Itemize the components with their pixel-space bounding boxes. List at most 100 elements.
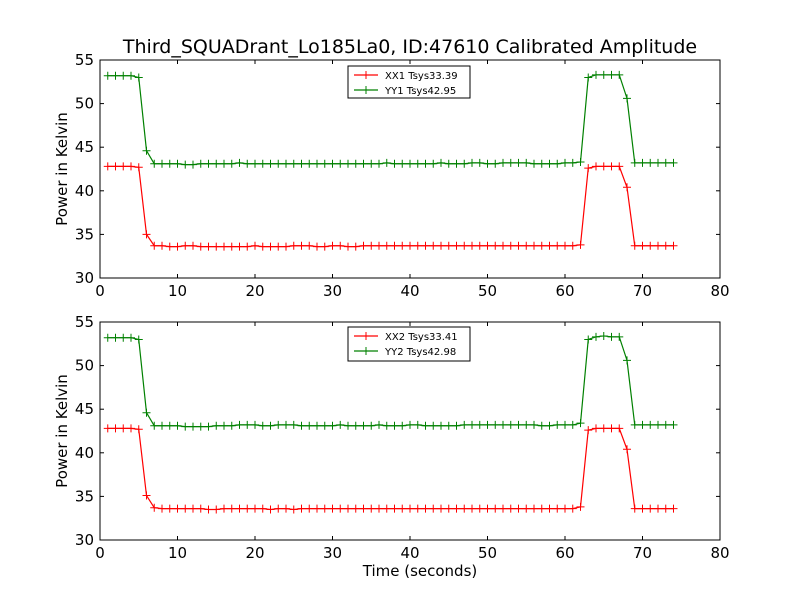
- data-point-marker: [592, 70, 600, 79]
- data-point-marker: [522, 158, 531, 167]
- data-point-marker: [251, 159, 259, 168]
- data-point-marker: [398, 421, 407, 430]
- data-point-marker: [638, 158, 647, 167]
- data-point-marker: [592, 162, 600, 171]
- data-point-marker: [638, 420, 647, 429]
- data-point-marker: [127, 162, 135, 171]
- data-point-marker: [336, 241, 345, 250]
- data-point-marker: [204, 505, 213, 514]
- data-point-marker: [561, 158, 569, 167]
- data-point-marker: [103, 333, 112, 342]
- legend-marker: [362, 86, 370, 94]
- data-point-marker: [189, 241, 197, 250]
- data-point-marker: [630, 158, 639, 167]
- x-tick-label: 70: [633, 544, 652, 562]
- y-tick-label: 50: [75, 357, 94, 375]
- x-tick-label: 70: [633, 282, 652, 300]
- data-point-marker: [630, 241, 639, 250]
- y-tick-label: 45: [75, 400, 94, 418]
- data-point-marker: [313, 421, 321, 430]
- data-point-marker: [227, 421, 236, 430]
- x-tick-label: 20: [245, 282, 264, 300]
- data-point-marker: [103, 424, 112, 433]
- data-point-marker: [336, 504, 345, 513]
- legend-label: XX1 Tsys33.39: [385, 71, 458, 82]
- data-point-marker: [235, 504, 244, 513]
- data-point-marker: [142, 491, 151, 500]
- data-point-marker: [119, 71, 128, 80]
- data-point-marker: [289, 241, 298, 250]
- data-point-marker: [468, 241, 476, 250]
- data-point-marker: [421, 421, 430, 430]
- data-point-marker: [568, 158, 577, 167]
- data-point-marker: [537, 504, 546, 513]
- data-point-marker: [158, 241, 166, 250]
- data-point-marker: [282, 504, 290, 513]
- data-point-marker: [514, 420, 523, 429]
- data-point-marker: [623, 94, 631, 103]
- legend-label: YY1 Tsys42.95: [384, 86, 456, 97]
- data-point-marker: [289, 420, 298, 429]
- data-point-marker: [421, 159, 430, 168]
- data-point-marker: [669, 158, 678, 167]
- legend-marker: [362, 347, 370, 355]
- data-point-marker: [320, 159, 329, 168]
- data-point-marker: [227, 242, 236, 251]
- data-point-marker: [181, 160, 190, 169]
- data-point-marker: [468, 504, 476, 513]
- x-tick-label: 20: [245, 544, 264, 562]
- y-tick-label: 50: [75, 95, 94, 113]
- data-point-marker: [576, 419, 585, 428]
- data-point-marker: [661, 504, 670, 513]
- data-point-marker: [522, 241, 531, 250]
- data-point-marker: [437, 421, 445, 430]
- data-point-marker: [413, 420, 422, 429]
- data-point-marker: [545, 504, 554, 513]
- y-tick-label: 35: [75, 487, 94, 505]
- data-point-marker: [561, 504, 569, 513]
- data-point-marker: [189, 504, 197, 513]
- data-point-marker: [553, 420, 562, 429]
- y-tick-label: 45: [75, 138, 94, 156]
- x-tick-label: 40: [400, 544, 419, 562]
- data-point-marker: [545, 159, 554, 168]
- data-point-marker: [669, 241, 678, 250]
- data-point-marker: [654, 241, 662, 250]
- x-tick-label: 60: [555, 282, 574, 300]
- data-point-marker: [320, 242, 329, 251]
- data-point-marker: [506, 420, 515, 429]
- data-point-marker: [375, 241, 383, 250]
- data-point-marker: [413, 159, 422, 168]
- x-tick-label: 50: [478, 544, 497, 562]
- data-point-marker: [654, 158, 662, 167]
- data-point-marker: [344, 159, 352, 168]
- x-tick-label: 80: [710, 282, 729, 300]
- data-point-marker: [212, 242, 221, 251]
- data-point-marker: [576, 502, 585, 511]
- data-point-marker: [173, 159, 182, 168]
- data-point-marker: [553, 159, 562, 168]
- figure-title: Third_SQUADrant_Lo185La0, ID:47610 Calib…: [122, 36, 697, 58]
- y-tick-label: 30: [75, 531, 94, 549]
- data-point-marker: [452, 504, 461, 513]
- y-tick-label: 55: [75, 313, 94, 331]
- data-point-marker: [150, 241, 159, 250]
- data-point-marker: [561, 241, 569, 250]
- data-point-marker: [506, 504, 515, 513]
- data-point-marker: [266, 159, 275, 168]
- data-point-marker: [615, 70, 624, 79]
- data-point-marker: [661, 241, 670, 250]
- data-point-marker: [243, 242, 252, 251]
- y-tick-label: 55: [75, 51, 94, 69]
- data-point-marker: [568, 241, 577, 250]
- data-point-marker: [452, 421, 461, 430]
- legend-marker: [362, 71, 370, 79]
- data-point-marker: [181, 504, 190, 513]
- data-point-marker: [530, 241, 538, 250]
- data-point-marker: [460, 504, 469, 513]
- data-point-marker: [468, 158, 476, 167]
- data-point-marker: [220, 242, 228, 251]
- data-point-marker: [654, 504, 662, 513]
- x-tick-label: 30: [323, 544, 342, 562]
- y-axis-label: Power in Kelvin: [53, 112, 71, 226]
